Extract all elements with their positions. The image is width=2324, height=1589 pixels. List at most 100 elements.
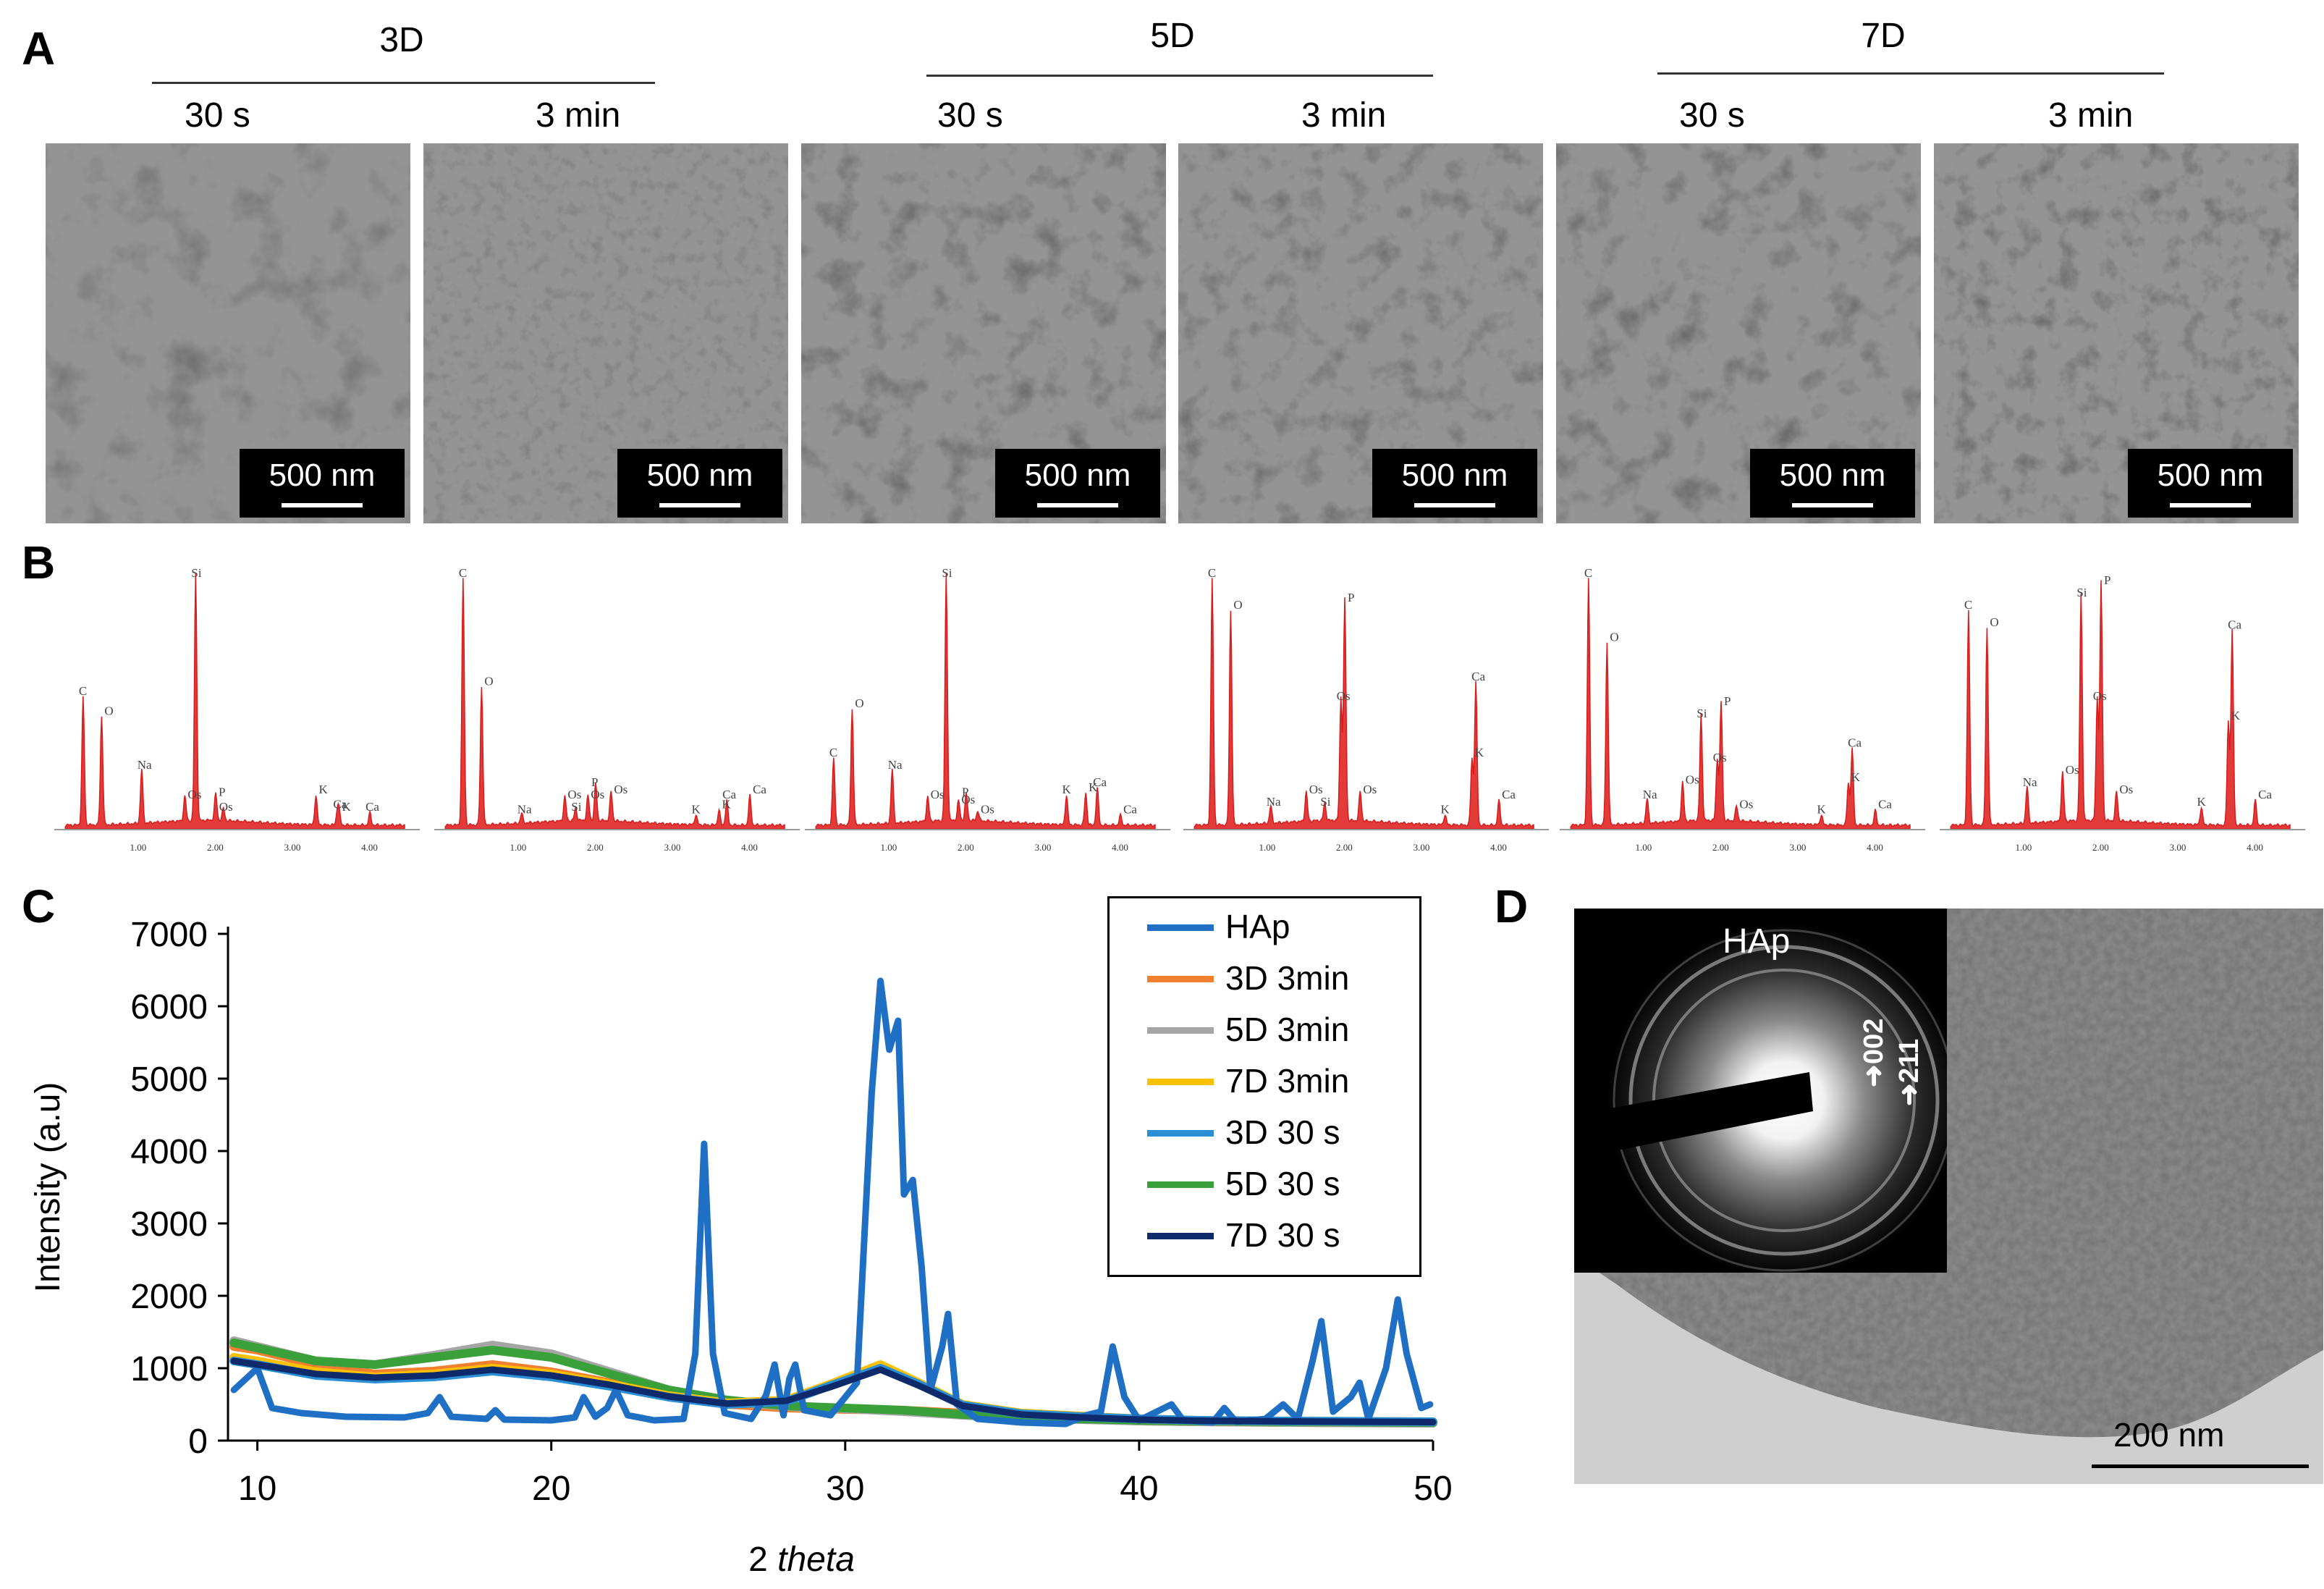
eds-peak-label: Si bbox=[191, 566, 201, 580]
y-tick-label: 1000 bbox=[130, 1350, 208, 1388]
scale-bar: 500 nm bbox=[617, 449, 782, 518]
eds-peak-label: Os bbox=[2066, 763, 2079, 777]
eds-spectrum-4: C O Na Os Si P Os Os K K Ca Ca 1.00 2.00 3.00 4.00 bbox=[1183, 547, 1549, 865]
eds-tick-label: 4.00 bbox=[1867, 842, 1883, 853]
legend-item-7d-30s: 7D 30 s bbox=[1110, 1210, 1419, 1260]
eds-peak-label: K bbox=[2197, 795, 2207, 809]
y-tick-label: 0 bbox=[188, 1422, 208, 1461]
eds-peak-label: Na bbox=[517, 802, 532, 816]
scale-bar-line bbox=[1037, 503, 1118, 507]
x-tick-label: 30 bbox=[826, 1470, 864, 1508]
legend-swatch bbox=[1147, 1027, 1214, 1034]
time-label-5d-3min: 3 min bbox=[1301, 96, 1387, 135]
eds-peak-label: Na bbox=[1643, 788, 1657, 801]
eds-peak-label: Si bbox=[2076, 586, 2087, 599]
eds-peak-label: Os bbox=[1713, 751, 1727, 764]
scale-bar: 500 nm bbox=[1372, 449, 1537, 518]
eds-tick-label: 2.00 bbox=[958, 842, 974, 853]
eds-peak-label: Ca bbox=[753, 783, 766, 796]
eds-peak-label: Si bbox=[1320, 795, 1330, 809]
arrow-icon: ➜ bbox=[1859, 1064, 1889, 1087]
eds-tick-label: 1.00 bbox=[510, 842, 527, 853]
eds-spectrum-6: C O Na Os Si P Os Os K K Ca Ca 1.00 2.00 3.00 4.00 bbox=[1940, 547, 2305, 865]
sem-7d-30s: 500 nm bbox=[1556, 143, 1921, 523]
sem-5d-3min: 500 nm bbox=[1178, 143, 1543, 523]
sem-7d-3min: 500 nm bbox=[1934, 143, 2299, 523]
eds-peak-label: C bbox=[459, 566, 467, 580]
group-label-3d: 3D bbox=[379, 21, 424, 59]
eds-peak-label: Ca bbox=[2228, 618, 2241, 631]
x-tick-label: 10 bbox=[238, 1470, 276, 1508]
eds-peak-label: Os bbox=[981, 802, 994, 816]
y-axis-label: Intensity (a.u) bbox=[29, 1082, 67, 1293]
eds-peak-label: Ca bbox=[333, 798, 347, 812]
panel-label-a: A bbox=[22, 22, 56, 75]
panel-label-c: C bbox=[22, 880, 56, 932]
eds-peak-label: K bbox=[1441, 802, 1450, 816]
legend-swatch bbox=[1147, 1130, 1214, 1137]
eds-peak-label: K bbox=[1062, 783, 1072, 796]
eds-tick-label: 1.00 bbox=[1636, 842, 1652, 853]
legend-label: 7D 3min bbox=[1225, 1062, 1350, 1100]
scale-bar-line bbox=[282, 503, 363, 507]
series-line-7d-30-s bbox=[230, 1357, 1437, 1425]
eds-peak-label: Os bbox=[2093, 689, 2107, 703]
eds-peak-label: O bbox=[1990, 615, 1998, 629]
y-tick-label: 3000 bbox=[130, 1205, 208, 1244]
eds-spectrum-2: C O Na Os Si Os P Os K K Ca Ca 1.00 2.00 3.00 4.00 bbox=[434, 547, 800, 865]
scale-bar-line bbox=[2170, 503, 2251, 507]
eds-peak-label: K bbox=[1851, 770, 1861, 784]
eds-tick-label: 1.00 bbox=[2016, 842, 2032, 853]
eds-peak-label: K bbox=[319, 783, 329, 796]
legend-label: 3D 30 s bbox=[1225, 1113, 1340, 1151]
eds-peak-label: O bbox=[1233, 598, 1242, 612]
scale-bar-label: 500 nm bbox=[1024, 458, 1131, 493]
eds-peak-label: P bbox=[219, 785, 225, 799]
eds-peak-label: Os bbox=[567, 788, 581, 801]
eds-peak-label: P bbox=[591, 775, 598, 789]
legend-label: 5D 3min bbox=[1225, 1011, 1350, 1048]
eds-peak-label: Si bbox=[1696, 707, 1707, 720]
ring-label-text: 211 bbox=[1894, 1038, 1924, 1084]
chart-legend: HAp 3D 3min 5D 3min 7D 3min 3D 30 s 5D 3… bbox=[1107, 896, 1421, 1277]
inset-label: HAp bbox=[1723, 922, 1791, 961]
eds-tick-label: 1.00 bbox=[881, 842, 897, 853]
series-line-hap bbox=[230, 977, 1434, 1428]
time-label-7d-3min: 3 min bbox=[2048, 96, 2134, 135]
legend-swatch bbox=[1147, 1181, 1214, 1188]
eds-peak-label: O bbox=[104, 704, 113, 717]
scale-bar: 500 nm bbox=[995, 449, 1160, 518]
eds-peak-label: K bbox=[1817, 802, 1827, 816]
eds-tick-label: 3.00 bbox=[2170, 842, 2186, 853]
eds-tick-label: 4.00 bbox=[2247, 842, 2263, 853]
eds-peak-label: Ca bbox=[365, 800, 379, 814]
beam-stop bbox=[1574, 1072, 1813, 1158]
eds-peak-label: Os bbox=[961, 793, 975, 806]
y-tick-label: 4000 bbox=[130, 1133, 208, 1171]
x-axis-label: 2 theta bbox=[748, 1540, 855, 1579]
group-line-7d bbox=[1657, 72, 2164, 75]
eds-peak-label: Os bbox=[1309, 783, 1323, 796]
scale-bar-line bbox=[659, 503, 740, 507]
eds-peak-label: O bbox=[855, 696, 863, 710]
x-tick-label: 40 bbox=[1120, 1470, 1158, 1508]
eds-tick-label: 3.00 bbox=[1414, 842, 1430, 853]
arrow-icon: ➜ bbox=[1894, 1083, 1924, 1106]
eds-peak-label: O bbox=[484, 675, 493, 688]
y-tick-label: 5000 bbox=[130, 1061, 208, 1099]
eds-spectrum-trace bbox=[1193, 578, 1534, 830]
eds-peak-label: C bbox=[1208, 566, 1216, 580]
eds-peak-label: Si bbox=[571, 800, 581, 814]
scale-bar-label: 500 nm bbox=[646, 458, 753, 493]
y-tick-label: 6000 bbox=[130, 988, 208, 1027]
sem-3d-3min: 500 nm bbox=[423, 143, 788, 523]
eds-peak-label: Si bbox=[942, 566, 952, 580]
eds-peak-label: Na bbox=[138, 758, 152, 772]
eds-peak-label: C bbox=[1964, 598, 1972, 612]
legend-label: HAp bbox=[1225, 908, 1290, 945]
legend-item-3d-30s: 3D 30 s bbox=[1110, 1107, 1419, 1158]
eds-spectrum-3: C O Na Os Si Os P Os K K Ca Ca 1.00 2.00 3.00 4.00 bbox=[805, 547, 1170, 865]
scale-bar-label: 500 nm bbox=[2157, 458, 2264, 493]
eds-peak-label: K bbox=[1089, 780, 1098, 794]
eds-tick-label: 4.00 bbox=[361, 842, 378, 853]
